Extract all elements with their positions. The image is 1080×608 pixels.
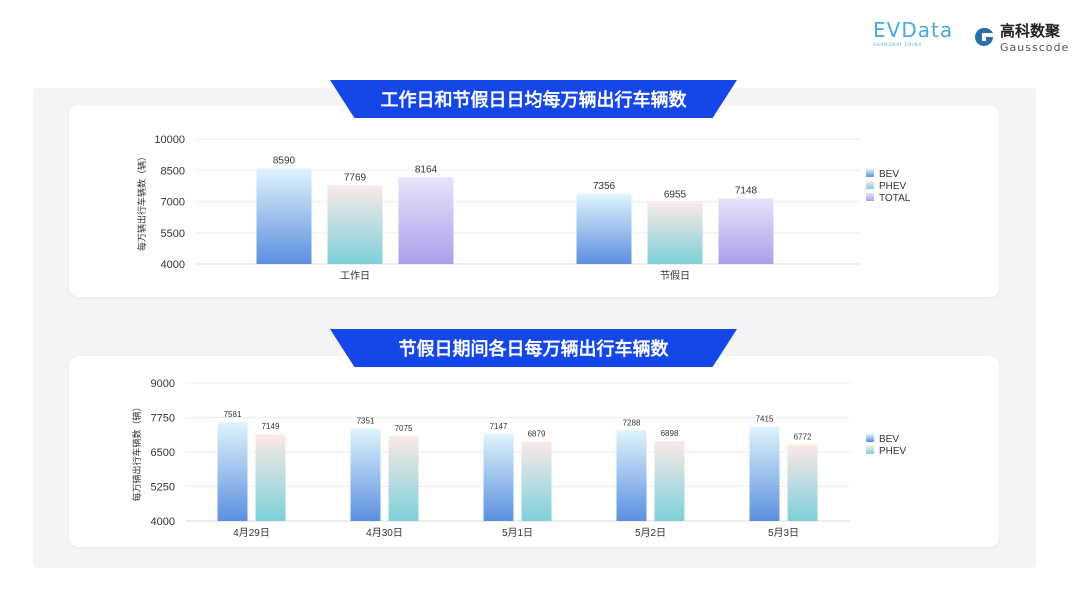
bar-phev xyxy=(255,434,286,521)
bar-total xyxy=(718,198,774,264)
bar-phev xyxy=(388,436,419,521)
bar-bev xyxy=(256,168,312,264)
bar-phev xyxy=(327,185,383,264)
y-tick-label: 5500 xyxy=(161,228,185,240)
x-tick-label: 工作日 xyxy=(340,270,370,282)
data-label: 7148 xyxy=(735,185,758,196)
data-label: 6955 xyxy=(664,189,687,200)
bar-phev xyxy=(647,202,703,264)
y-tick-label: 5250 xyxy=(151,482,175,494)
data-label: 6898 xyxy=(661,429,679,438)
x-tick-label: 5月1日 xyxy=(502,527,533,539)
gausscode-logo: 高科数聚 Gausscode xyxy=(972,20,1069,54)
bar-bev xyxy=(616,430,647,521)
bar-bev xyxy=(350,428,381,521)
data-label: 6772 xyxy=(794,432,812,441)
bar-bev xyxy=(217,422,248,521)
data-label: 7415 xyxy=(756,415,774,424)
legend-label-bev: BEV xyxy=(879,434,899,445)
bar-bev xyxy=(749,426,780,521)
data-label: 7356 xyxy=(593,181,616,192)
bar-total xyxy=(398,177,454,264)
x-tick-label: 5月2日 xyxy=(635,527,666,539)
evdata-logo-sub: SHANGHAI CHINA xyxy=(873,42,923,47)
evdata-logo-text: EVData xyxy=(873,18,954,42)
legend-label-phev: PHEV xyxy=(879,446,907,457)
gausscode-logo-icon xyxy=(975,27,993,46)
legend-swatch-bev xyxy=(866,434,874,442)
bar-phev xyxy=(787,444,818,521)
legend-swatch-total xyxy=(866,193,874,201)
legend-swatch-phev xyxy=(866,181,874,189)
data-label: 7351 xyxy=(357,417,375,426)
chart-2-title: 节假日期间各日每万辆出行车辆数 xyxy=(330,329,737,367)
bar-phev xyxy=(521,441,552,521)
legend-label-total: TOTAL xyxy=(879,193,911,204)
legend-label-phev: PHEV xyxy=(879,181,907,192)
bar-phev xyxy=(654,441,685,521)
y-tick-label: 7750 xyxy=(151,413,175,425)
data-label: 7149 xyxy=(262,422,280,431)
gausscode-logo-en: Gausscode xyxy=(1000,41,1070,54)
data-label: 8164 xyxy=(415,164,438,175)
y-tick-label: 9000 xyxy=(151,378,175,390)
evdata-logo: EVData SHANGHAI CHINA xyxy=(873,18,953,47)
legend-swatch-bev xyxy=(866,169,874,177)
legend-label-bev: BEV xyxy=(879,169,899,180)
chart-1-title: 工作日和节假日日均每万辆出行车辆数 xyxy=(330,80,737,118)
bar-bev xyxy=(483,434,514,521)
data-label: 6879 xyxy=(528,430,546,439)
data-label: 8590 xyxy=(273,155,296,166)
y-tick-label: 6500 xyxy=(151,447,175,459)
x-tick-label: 5月3日 xyxy=(768,527,799,539)
bar-bev xyxy=(576,194,632,264)
y-axis-label: 每万辆出行车辆数（辆） xyxy=(131,402,142,501)
gausscode-logo-cn: 高科数聚 xyxy=(1000,22,1061,40)
x-tick-label: 节假日 xyxy=(660,269,690,282)
data-label: 7288 xyxy=(623,418,641,427)
x-tick-label: 4月29日 xyxy=(233,527,270,539)
legend-swatch-phev xyxy=(866,446,874,454)
y-tick-label: 8500 xyxy=(161,165,185,177)
data-label: 7147 xyxy=(490,422,508,431)
data-label: 7581 xyxy=(224,410,242,419)
x-tick-label: 4月30日 xyxy=(366,527,403,539)
data-label: 7769 xyxy=(344,172,367,183)
y-axis-label: 每万辆出行车辆数（辆） xyxy=(136,152,147,251)
y-tick-label: 4000 xyxy=(161,259,185,271)
y-tick-label: 10000 xyxy=(154,134,185,146)
data-label: 7075 xyxy=(395,424,413,433)
y-tick-label: 7000 xyxy=(161,197,185,209)
y-tick-label: 4000 xyxy=(151,516,175,528)
